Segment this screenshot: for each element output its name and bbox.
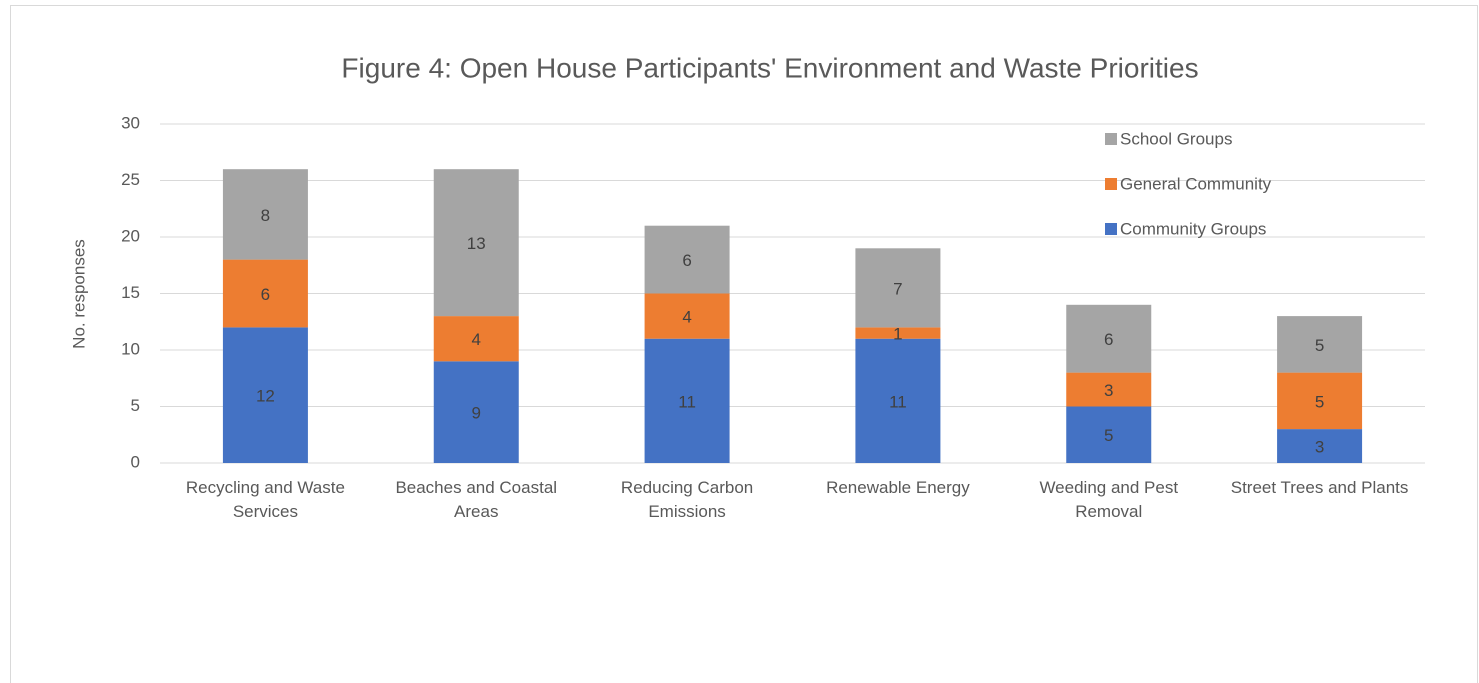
legend-swatch [1105, 223, 1117, 235]
x-tick-label: Renewable Energy [826, 478, 970, 497]
legend-label: Community Groups [1120, 219, 1266, 238]
bar-segment [1277, 429, 1363, 463]
bar-segment [855, 338, 941, 463]
bar-segment [222, 327, 308, 463]
x-tick-label: Beaches and Coastal Areas [395, 478, 557, 521]
bar-segment [644, 338, 730, 463]
bar-segment [433, 316, 519, 362]
data-label: 6 [1104, 330, 1113, 349]
legend-swatch [1105, 178, 1117, 190]
bar-segment [644, 293, 730, 339]
bar-segment [1277, 372, 1363, 430]
y-tick-label: 25 [121, 170, 140, 189]
x-tick-label: Reducing Carbon Emissions [621, 478, 753, 521]
bar-segment [1277, 316, 1363, 373]
bar-segment [1066, 372, 1152, 407]
data-label: 13 [467, 234, 486, 253]
data-label: 8 [261, 206, 270, 225]
data-label: 3 [1104, 381, 1113, 400]
x-tick-label: Weeding and Pest Removal [1039, 478, 1178, 521]
data-label: 11 [678, 392, 696, 411]
chart-title: Figure 4: Open House Participants' Envir… [341, 52, 1198, 83]
data-label: 1 [893, 325, 902, 344]
data-label: 5 [1104, 426, 1113, 445]
y-axis-label: No. responses [69, 239, 88, 349]
bar-segment [433, 169, 519, 317]
bar-segment [433, 361, 519, 463]
bar-segment [644, 225, 730, 294]
data-label: 5 [1315, 336, 1324, 355]
data-label: 6 [261, 285, 270, 304]
y-tick-label: 5 [131, 396, 140, 415]
x-tick-label: Street Trees and Plants [1231, 478, 1409, 497]
data-label: 4 [682, 308, 691, 327]
y-tick-label: 0 [131, 452, 140, 471]
bar-segment [855, 327, 941, 339]
bar-segment [1066, 406, 1152, 463]
legend-swatch [1105, 133, 1117, 145]
data-label: 12 [256, 387, 275, 406]
bar-segment [222, 259, 308, 328]
y-tick-label: 15 [121, 283, 140, 302]
data-label: 11 [889, 392, 907, 411]
data-label: 3 [1315, 438, 1324, 457]
x-tick-label: Recycling and Waste Services [186, 478, 345, 521]
data-label: 9 [472, 404, 481, 423]
data-label: 7 [893, 279, 902, 298]
bar-segment [1066, 304, 1152, 373]
y-tick-label: 20 [121, 226, 140, 245]
data-label: 4 [472, 330, 481, 349]
y-tick-label: 10 [121, 339, 140, 358]
bar-segment [855, 248, 941, 328]
legend-label: School Groups [1120, 129, 1232, 148]
legend-label: General Community [1120, 174, 1272, 193]
y-tick-label: 30 [121, 113, 140, 132]
chart-border [10, 5, 1478, 683]
data-label: 5 [1315, 392, 1324, 411]
data-label: 6 [682, 251, 691, 270]
bar-segment [222, 169, 308, 260]
